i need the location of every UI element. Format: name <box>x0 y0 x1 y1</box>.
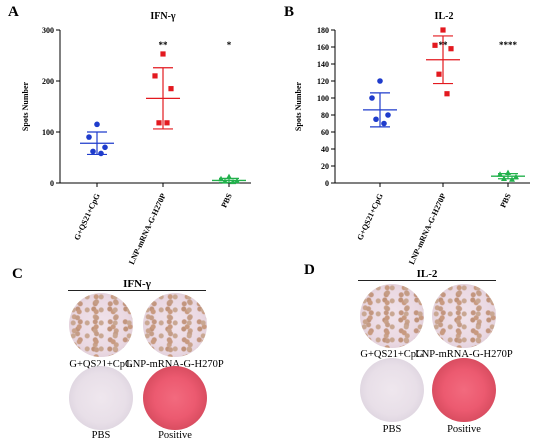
x-tick-label: G+QS21+CpG <box>355 192 384 242</box>
chart-il-2: IL-2 0 20 40 60 80 100 120 140 160 180 Spots Number… <box>294 11 530 266</box>
data-point <box>222 178 228 184</box>
x-tick-label: LNP-mRNA-G-H270P <box>127 192 168 266</box>
data-point <box>98 150 104 157</box>
data-point <box>94 121 100 128</box>
y-tick-label: 40 <box>321 145 329 154</box>
y-axis-label: Spots Number <box>294 81 303 131</box>
well-label-c-4: Positive <box>158 430 192 441</box>
panel-d-title: IL-2 <box>416 268 438 280</box>
panel-label-d: D <box>304 262 315 278</box>
y-tick-label: 140 <box>317 60 329 69</box>
y-tick-label: 60 <box>321 128 329 137</box>
data-point <box>152 73 158 79</box>
data-point <box>90 148 96 155</box>
data-point <box>377 78 383 84</box>
well-label-d-1: G+QS21+CpG <box>360 349 424 360</box>
y-tick-label: 0 <box>325 179 329 188</box>
x-tick-label: G+QS21+CpG <box>72 192 101 242</box>
data-point <box>497 171 503 177</box>
well-ifn-positive <box>143 366 207 430</box>
well-ifn-g-qs21-cpg <box>69 293 133 357</box>
panel-label-a: A <box>8 4 19 20</box>
well-ifn-pbs <box>69 366 133 430</box>
data-point <box>444 91 450 97</box>
panel-c-title-line <box>68 290 206 291</box>
data-point <box>86 134 92 140</box>
y-tick-label: 160 <box>317 43 329 52</box>
data-point <box>164 120 170 126</box>
y-tick-label: 300 <box>42 26 54 35</box>
data-point <box>160 51 166 57</box>
data-point <box>218 175 224 182</box>
chart-title: IL-2 <box>435 11 454 22</box>
well-il2-g-qs21-cpg <box>360 284 424 348</box>
well-il2-positive <box>432 358 496 422</box>
well-label-d-3: PBS <box>382 424 402 435</box>
data-point <box>369 95 375 101</box>
y-tick-label: 100 <box>42 128 54 137</box>
y-tick-label: 80 <box>321 111 329 120</box>
well-label-d-2: LNP-mRNA-G-H270P <box>415 349 513 360</box>
well-ifn-lnp-mrna <box>143 293 207 357</box>
x-tick-label: PBS <box>219 192 234 210</box>
well-label-c-3: PBS <box>91 430 111 441</box>
x-tick-label: PBS <box>498 192 513 210</box>
data-point <box>432 42 438 48</box>
data-point <box>501 175 507 181</box>
x-tick-label: LNP-mRNA-G-H270P <box>407 192 448 266</box>
well-label-c-2: LNP-mRNA-G-H270P <box>126 359 224 370</box>
data-point <box>436 71 442 77</box>
data-point <box>234 177 240 184</box>
well-il2-lnp-mrna <box>432 284 496 348</box>
data-point <box>373 116 379 123</box>
y-tick-label: 180 <box>317 26 329 35</box>
data-point <box>505 169 511 175</box>
y-axis-label: Spots Number <box>21 81 30 131</box>
chart-ifn-gamma: IFN-γ 0 100 200 300 Spots Number G+QS21+CpG LNP… <box>21 11 251 266</box>
data-point <box>230 178 236 185</box>
well-label-c-1: G+QS21+CpG <box>69 359 133 370</box>
significance-mark: **** <box>499 40 518 50</box>
data-point <box>513 173 519 180</box>
data-point <box>509 176 515 182</box>
data-point <box>102 144 108 151</box>
data-point <box>226 173 232 180</box>
significance-mark: * <box>227 40 232 50</box>
panel-d-title-line <box>358 280 496 281</box>
data-point <box>385 112 391 118</box>
y-tick-label: 0 <box>50 179 54 188</box>
y-tick-label: 100 <box>317 94 329 103</box>
y-tick-label: 200 <box>42 77 54 86</box>
data-point <box>381 120 387 127</box>
data-point <box>156 120 162 126</box>
panel-label-b: B <box>284 4 295 20</box>
panel-c-title: IFN-γ <box>123 278 151 290</box>
significance-mark: ** <box>159 40 169 50</box>
well-label-d-4: Positive <box>447 424 481 435</box>
data-point <box>448 46 454 52</box>
well-il2-pbs <box>360 358 424 422</box>
y-tick-label: 20 <box>321 162 329 171</box>
data-point <box>168 86 174 92</box>
data-point <box>440 27 446 33</box>
panel-label-c: C <box>12 266 23 282</box>
chart-title: IFN-γ <box>150 11 176 22</box>
significance-mark: ** <box>439 40 449 50</box>
y-tick-label: 120 <box>317 77 329 86</box>
